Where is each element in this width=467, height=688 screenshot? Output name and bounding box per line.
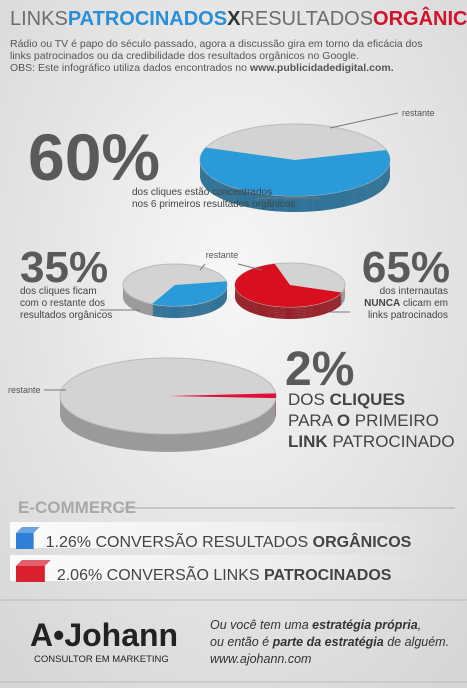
stat-label: 60% bbox=[28, 120, 160, 194]
text-part: RESULTADOS bbox=[240, 8, 373, 30]
footer-line: www.ajohann.com bbox=[210, 652, 311, 666]
title: LINKSPATROCINADOSXRESULTADOSORGÂNICOS bbox=[10, 6, 467, 30]
text-part: links patrocinados bbox=[368, 310, 448, 321]
caption: LINK PATROCINADO bbox=[288, 432, 455, 451]
stat-label: 65% bbox=[362, 243, 450, 292]
tagline: CONSULTOR EM MARKETING bbox=[34, 654, 169, 665]
intro-line: Rádio ou TV é papo do século passado, ag… bbox=[10, 38, 422, 50]
text-part: com o restante dos bbox=[20, 298, 105, 309]
footer-line: Ou você tem uma estratégia própria, bbox=[210, 618, 421, 632]
text-part: PARA bbox=[288, 411, 337, 430]
text-part: clicam em bbox=[400, 298, 448, 309]
caption: NUNCA clicam em bbox=[364, 298, 448, 309]
text-part: CONVERSÃO LINKS bbox=[102, 564, 264, 584]
section-title: E-COMMERCE bbox=[18, 498, 136, 517]
text-part: nos 6 primeiros resultados orgânicos bbox=[132, 199, 295, 210]
stat-label: 2% bbox=[285, 343, 354, 396]
text-part: DOS bbox=[288, 390, 330, 409]
pie-slice bbox=[235, 263, 342, 307]
footer-line: ou então é parte da estratégia de alguém… bbox=[210, 635, 449, 649]
text-part: Ou você tem uma bbox=[210, 618, 312, 632]
text-part: PATROCINADOS bbox=[264, 567, 392, 584]
text-part: dos cliques ficam bbox=[20, 286, 97, 297]
intro-line: links patrocinados ou da credibilidade d… bbox=[10, 50, 359, 62]
conversion-bar bbox=[16, 566, 45, 582]
icon-top bbox=[16, 527, 40, 533]
band bbox=[10, 555, 440, 581]
value-label: 2.06% bbox=[57, 567, 102, 584]
text-part: de alguém. bbox=[384, 635, 449, 649]
text-part: estratégia própria bbox=[312, 618, 418, 632]
text-part: ORGÂNICOS bbox=[373, 6, 467, 30]
text-part: www.ajohann.com bbox=[210, 652, 311, 666]
text-part: NUNCA bbox=[364, 298, 400, 309]
leader bbox=[199, 263, 206, 271]
text-part: ORGÂNICOS bbox=[313, 532, 412, 551]
conversion-bar bbox=[16, 533, 34, 549]
text-part: O bbox=[337, 411, 350, 430]
intro-line: OBS: Este infográfico utiliza dados enco… bbox=[10, 62, 394, 74]
caption: dos cliques estão concentrados bbox=[132, 187, 272, 198]
text-part: PATROCINADO bbox=[328, 432, 455, 451]
source: www.publicidadedigital.com. bbox=[249, 62, 394, 74]
caption: dos internautas bbox=[380, 286, 448, 297]
text-part: PRIMEIRO bbox=[350, 411, 439, 430]
pie-slice bbox=[168, 393, 276, 399]
caption: nos 6 primeiros resultados orgânicos bbox=[132, 199, 295, 210]
content: LINKSPATROCINADOSXRESULTADOSORGÂNICOSRád… bbox=[8, 6, 467, 666]
text-part: dos cliques estão concentrados bbox=[132, 187, 272, 198]
caption: links patrocinados bbox=[368, 310, 448, 321]
text-part: CONVERSÃO RESULTADOS bbox=[91, 531, 313, 551]
caption: com o restante dos bbox=[20, 298, 105, 309]
caption: PARA O PRIMEIRO bbox=[288, 411, 439, 430]
text-part: PATROCINADOS bbox=[68, 8, 227, 30]
text-part: CLIQUES bbox=[330, 390, 406, 409]
text-part: resultados orgânicos bbox=[20, 310, 112, 321]
text-part: , bbox=[418, 618, 421, 632]
icon-top bbox=[16, 560, 51, 566]
stat-label: 35% bbox=[20, 243, 108, 292]
value-label: 1.26% bbox=[46, 534, 91, 551]
pie-slice bbox=[200, 147, 390, 196]
text-part: dos internautas bbox=[380, 286, 448, 297]
pie-slice bbox=[152, 281, 228, 307]
text-part: LINK bbox=[288, 432, 328, 451]
rest-label: restante bbox=[402, 108, 435, 118]
text-part: X bbox=[227, 8, 241, 30]
text-part: parte da estratégia bbox=[272, 635, 384, 649]
band bbox=[10, 522, 440, 548]
logo: A•Johann bbox=[30, 617, 178, 653]
conversion-text: 2.06% CONVERSÃO LINKS PATROCINADOS bbox=[57, 564, 392, 584]
caption: dos cliques ficam bbox=[20, 286, 97, 297]
caption: resultados orgânicos bbox=[20, 310, 112, 321]
leader bbox=[237, 263, 263, 271]
rest-label: restante bbox=[206, 250, 239, 260]
text-part: LINKS bbox=[10, 8, 68, 30]
leader bbox=[329, 112, 399, 129]
text-part: ou então é bbox=[210, 635, 273, 649]
caption: DOS CLIQUES bbox=[288, 390, 405, 409]
rest-label: restante bbox=[8, 385, 41, 395]
conversion-text: 1.26% CONVERSÃO RESULTADOS ORGÂNICOS bbox=[46, 531, 412, 551]
